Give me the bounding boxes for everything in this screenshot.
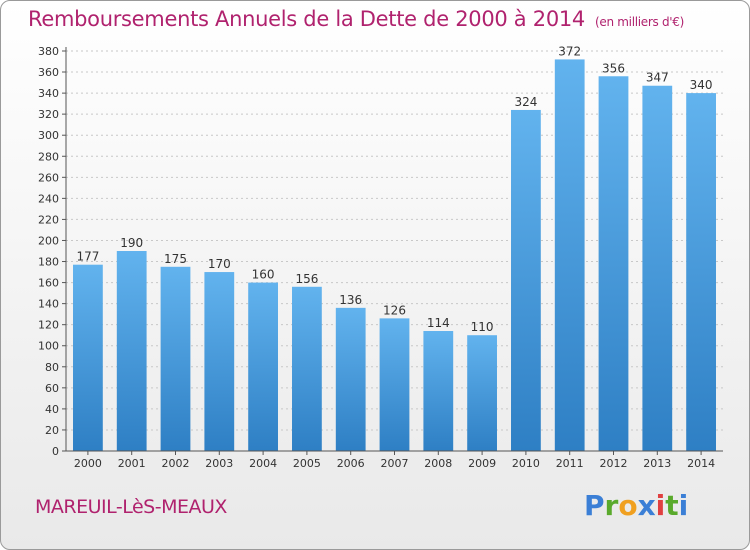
y-tick-label: 320: [38, 108, 59, 121]
y-tick-label: 380: [38, 45, 59, 58]
y-tick-label: 280: [38, 150, 59, 163]
y-tick-label: 140: [38, 298, 59, 311]
bar-value-label: 347: [646, 71, 669, 85]
x-tick-label: 2002: [162, 457, 190, 470]
x-tick-label: 2008: [424, 457, 452, 470]
y-tick-label: 260: [38, 171, 59, 184]
bar-value-label: 126: [383, 303, 406, 317]
bar-2000: [73, 264, 103, 451]
x-tick-label: 2009: [468, 457, 496, 470]
bar-value-label: 190: [120, 236, 143, 250]
chart-title: Remboursements Annuels de la Dette de 20…: [28, 7, 684, 31]
x-tick-label: 2000: [74, 457, 102, 470]
bar-value-label: 136: [339, 293, 362, 307]
bar-2011: [554, 59, 585, 451]
y-tick-label: 60: [45, 382, 59, 395]
bar-2012: [598, 76, 629, 452]
bar-value-label: 156: [295, 272, 318, 286]
chart-subtitle: (en milliers d'€): [595, 15, 685, 29]
bar-2003: [204, 272, 235, 451]
y-tick-label: 100: [38, 340, 59, 353]
x-tick-label: 2013: [643, 457, 671, 470]
y-tick-label: 360: [38, 66, 59, 79]
x-tick-label: 2012: [600, 457, 628, 470]
y-tick-label: 120: [38, 319, 59, 332]
x-tick-label: 2014: [687, 457, 715, 470]
y-tick-label: 300: [38, 129, 59, 142]
x-tick-label: 2003: [205, 457, 233, 470]
x-tick-label: 2006: [337, 457, 365, 470]
bar-2008: [423, 331, 454, 451]
logo-letter-o: o: [618, 489, 638, 522]
y-tick-label: 80: [45, 361, 59, 374]
logo-letter-t: t: [665, 489, 679, 522]
y-tick-label: 160: [38, 277, 59, 290]
bar-2004: [248, 282, 278, 451]
bar-2005: [292, 286, 322, 451]
logo-letter-x: x: [637, 489, 656, 522]
proxiti-logo[interactable]: Proxiti: [584, 489, 688, 522]
logo-letter-i2: i: [678, 489, 689, 522]
bar-2006: [335, 307, 366, 451]
bar-2002: [160, 266, 191, 451]
y-tick-label: 40: [45, 403, 59, 416]
bar-2001: [116, 251, 147, 451]
bar-value-label: 356: [602, 61, 625, 75]
y-tick-label: 20: [45, 424, 59, 437]
axes: [65, 47, 723, 452]
bar-2014: [686, 93, 716, 452]
chart-title-text: Remboursements Annuels de la Dette de 20…: [28, 7, 585, 31]
bar-value-label: 175: [164, 252, 187, 266]
bar-value-label: 114: [427, 316, 450, 330]
x-tick-label: 2010: [512, 457, 540, 470]
bar-value-label: 324: [514, 95, 537, 109]
bar-value-label: 340: [690, 78, 713, 92]
logo-letter-r: r: [604, 489, 619, 522]
bar-value-label: 160: [252, 268, 275, 282]
logo-letter-i: i: [655, 489, 666, 522]
bar-value-label: 177: [76, 250, 99, 264]
bar-2007: [379, 318, 410, 451]
bar-2013: [642, 85, 673, 451]
bar-value-label: 110: [471, 320, 494, 334]
y-tick-label: 240: [38, 192, 59, 205]
y-axis-ticks: 0 20 40 60 80 100 120 140 160 180 200 220 240 260 280 3…: [38, 45, 66, 458]
place-name: MAREUIL-LèS-MEAUX: [35, 496, 227, 518]
y-tick-label: 340: [38, 87, 59, 100]
x-axis-ticks: 2000 2001 2002 2003 2004 2005 2006 2007 2008 2009…: [74, 451, 715, 470]
x-tick-label: 2007: [381, 457, 409, 470]
logo-letter-p: P: [584, 489, 605, 522]
y-tick-label: 220: [38, 213, 59, 226]
x-tick-label: 2011: [556, 457, 584, 470]
x-tick-label: 2005: [293, 457, 321, 470]
x-tick-label: 2004: [249, 457, 277, 470]
y-tick-label: 0: [52, 445, 59, 458]
y-tick-label: 200: [38, 234, 59, 247]
bar-2010: [511, 109, 541, 452]
y-tick-label: 180: [38, 256, 59, 269]
x-tick-label: 2001: [118, 457, 146, 470]
bar-value-label: 170: [208, 257, 231, 271]
bars: 177 190 175 170 160 156 136 126 114 110 324 372 356 3…: [73, 44, 716, 452]
bar-value-label: 372: [558, 44, 581, 58]
bar-2009: [467, 335, 497, 451]
